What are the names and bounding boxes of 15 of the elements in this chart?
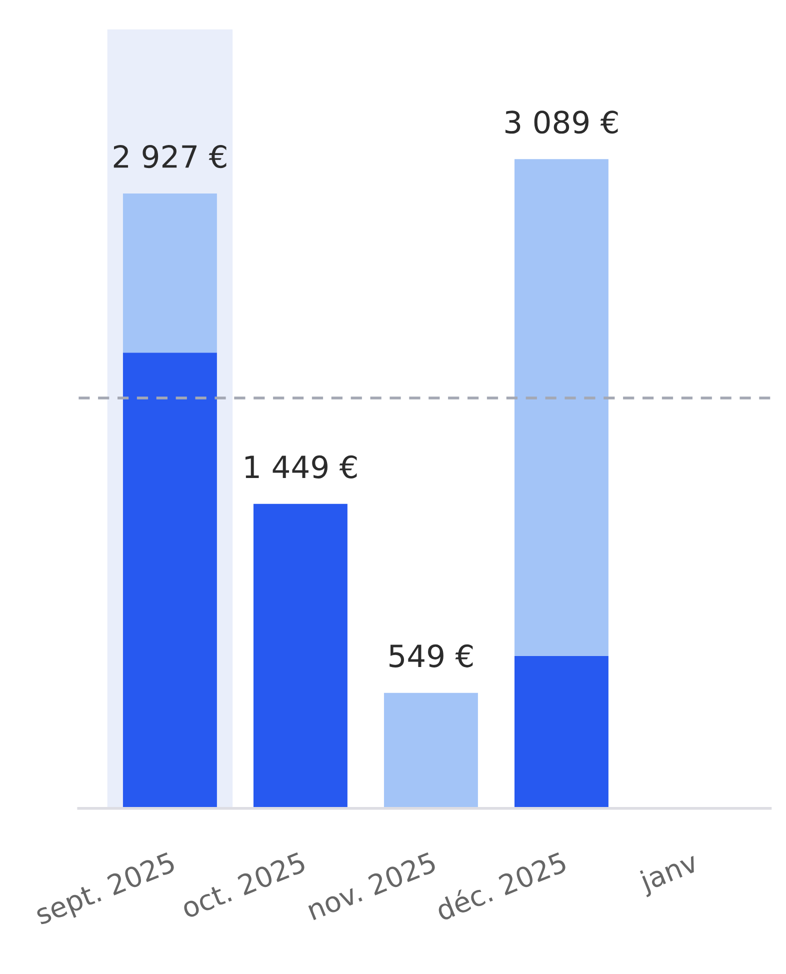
x-tick-label: oct. 2025 [180, 851, 306, 919]
x-tick-label: nov. 2025 [306, 851, 437, 920]
annotation: 3 089 € [505, 110, 618, 134]
bar [384, 692, 478, 808]
bar [253, 504, 348, 808]
annotation: 2 927 € [114, 144, 226, 168]
bar [514, 656, 608, 808]
x-tick-label: déc. 2025 [434, 850, 568, 922]
annotation: 1 449 € [246, 455, 357, 478]
bar [122, 194, 217, 353]
x-tick-label: sept. 2025 [34, 851, 178, 930]
bar [122, 352, 217, 808]
annotation: 549 € [390, 644, 473, 668]
bar [514, 159, 608, 656]
x-tick-label: janv [637, 850, 702, 898]
